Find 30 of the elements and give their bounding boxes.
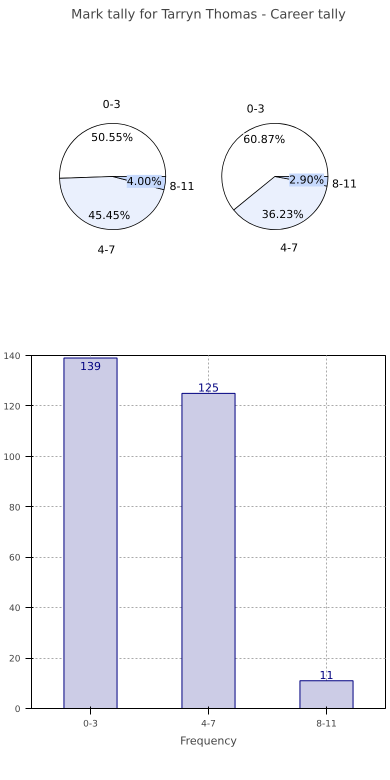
x-axis-title: Frequency — [180, 734, 238, 748]
y-tick-label: 120 — [3, 402, 21, 412]
slice-label: 4-7 — [97, 243, 116, 256]
slice-label: 4-7 — [280, 242, 298, 255]
bar — [299, 680, 354, 708]
y-tick-label: 140 — [3, 352, 21, 362]
data-label: 36.23% — [262, 208, 304, 221]
data-label: 139 — [80, 360, 101, 374]
data-label: 4.00% — [126, 174, 162, 188]
x-tick-label: 8-11 — [316, 720, 337, 730]
y-tick-label: 0 — [14, 705, 21, 715]
data-label: 45.45% — [88, 208, 130, 222]
data-label: 125 — [198, 381, 219, 394]
y-tick-label: 100 — [3, 452, 21, 463]
slice-label: 0-3 — [102, 98, 121, 112]
bar — [181, 392, 236, 708]
y-tick-label: 40 — [9, 604, 21, 614]
bar — [63, 358, 118, 708]
y-tick-label: 80 — [9, 503, 21, 514]
legend-label: 8-11 — [170, 180, 194, 194]
y-tick-label: 20 — [9, 654, 21, 665]
data-label: 60.87% — [243, 133, 286, 146]
legend-label: 8-11 — [332, 178, 357, 191]
data-label: 50.55% — [91, 130, 134, 144]
x-tick-label: 0-3 — [83, 720, 98, 730]
slice-label: 0-3 — [246, 102, 265, 116]
data-label: 11 — [320, 668, 334, 682]
y-tick-label: 60 — [9, 554, 21, 564]
x-tick-label: 4-7 — [201, 720, 216, 730]
chart-title: Mark tally for Tarryn Thomas - Career tally — [71, 8, 346, 22]
